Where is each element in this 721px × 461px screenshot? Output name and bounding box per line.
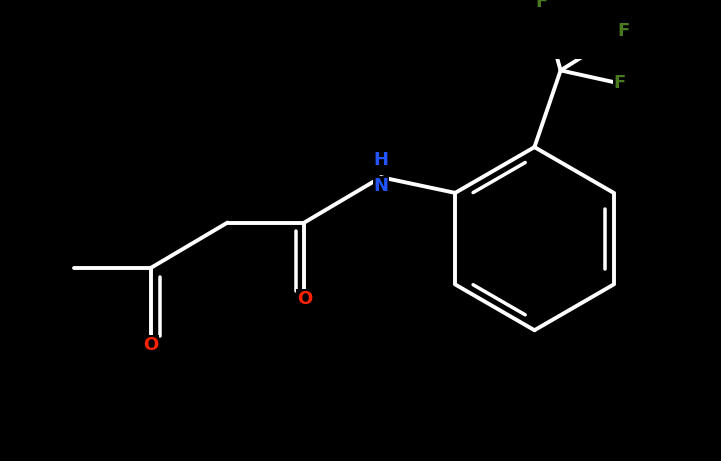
Text: N: N (373, 177, 389, 195)
Text: F: F (617, 22, 629, 40)
Text: F: F (535, 0, 547, 12)
Text: O: O (143, 336, 159, 354)
Text: O: O (297, 290, 312, 308)
Text: H: H (373, 151, 389, 169)
Text: F: F (614, 75, 626, 93)
